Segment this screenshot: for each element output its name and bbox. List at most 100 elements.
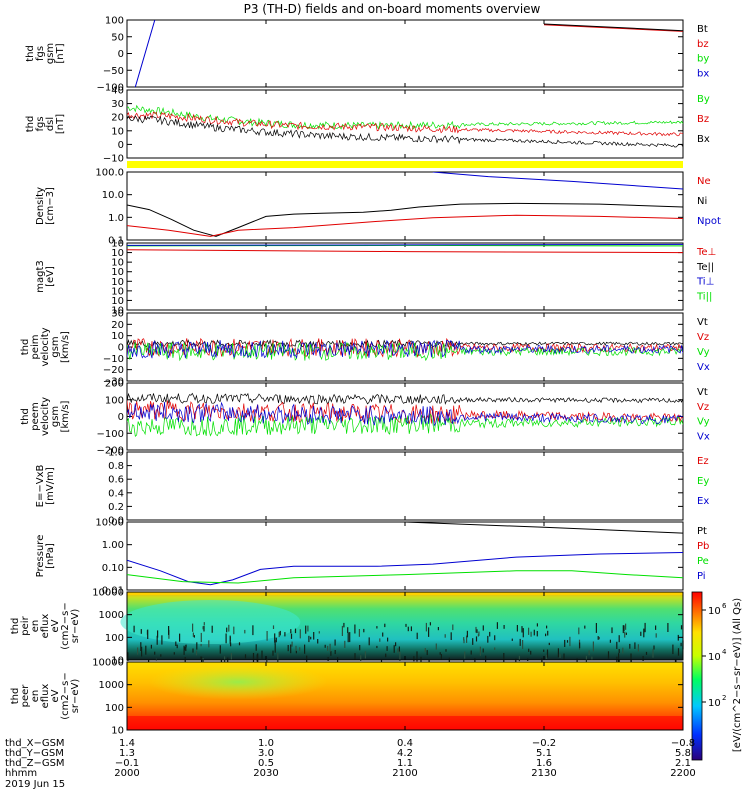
ephemeris-value: 1.6 (536, 758, 552, 769)
legend-entry: Ne (697, 176, 711, 187)
legend-entry: Pt (697, 526, 707, 537)
y-tick-label: 0 (118, 140, 124, 151)
colorbar-label: [eV/(cm^2−s−sr−eV)] (All Qs) (732, 598, 743, 752)
spectrogram-noise (518, 655, 520, 662)
spectrogram-noise (317, 639, 319, 644)
series-Pi (127, 552, 683, 586)
spectrogram-noise (475, 626, 477, 633)
y-tick-label: 0.4 (108, 488, 124, 499)
y-tick-label: 50 (111, 32, 124, 43)
spectrogram-noise (272, 625, 275, 629)
spectrogram-noise (428, 627, 430, 637)
spectrogram-noise (609, 639, 611, 643)
spectrogram-noise (208, 640, 210, 648)
spectrogram-noise (672, 644, 674, 655)
y-axis-label: gsm (45, 43, 56, 64)
spectrogram-noise (407, 626, 409, 632)
spectrogram-noise (274, 644, 276, 653)
panel-frame (126, 171, 684, 241)
spectrogram-noise (503, 625, 505, 629)
legend-entry: Bx (697, 134, 710, 145)
ephemeris-value: 1.0 (258, 738, 274, 749)
y-tick-label: 100 (105, 16, 124, 27)
spectrogram-noise (680, 642, 682, 647)
ephemeris-value: 1.3 (119, 748, 135, 759)
ephemeris-value: 1.1 (397, 758, 413, 769)
spectrogram-noise (195, 650, 198, 656)
legend-entry: Vt (697, 387, 708, 398)
spectrogram-noise (354, 624, 356, 634)
y-axis-label: eV (50, 689, 61, 702)
panel-frame (126, 19, 684, 88)
ephemeris-value: 5.1 (536, 748, 552, 759)
colorbar-tick-label: 10 (708, 652, 721, 663)
spectrogram-noise (521, 626, 523, 633)
spectrogram-noise (494, 647, 496, 650)
legend-entry: Pe (697, 556, 709, 567)
spectrogram-noise (173, 652, 175, 655)
y-tick-label: 0.2 (108, 502, 124, 513)
spectrogram-noise (435, 643, 437, 650)
spectrogram-noise (349, 632, 351, 643)
spectrogram-noise (329, 643, 331, 652)
spectrogram-noise (634, 642, 636, 649)
spectrogram-noise (616, 641, 618, 649)
spectrogram-noise (382, 632, 384, 637)
panel-frame (126, 451, 684, 521)
spectrogram-noise (252, 653, 255, 663)
spectrogram-noise (472, 638, 474, 645)
y-tick-label: 1.0 (108, 448, 124, 459)
legend-entry: Vz (697, 402, 709, 413)
y-tick-label: −100 (97, 429, 124, 440)
spectrogram-noise (625, 632, 627, 635)
y-tick-label: 100 (105, 703, 124, 714)
y-axis-label: sr−eV) (70, 609, 81, 644)
spectrogram-noise (364, 651, 366, 659)
y-tick-label: 0.1 (108, 236, 124, 247)
spectrogram-noise (363, 628, 365, 633)
spectrogram-noise (643, 628, 645, 638)
y-axis-label: [mV/m] (45, 467, 56, 505)
spectrogram-noise (318, 631, 320, 634)
colorbar-tick-exp: 2 (722, 694, 726, 702)
spectrogram-noise (327, 657, 329, 661)
spectrogram-noise (244, 654, 247, 659)
panel-fgs_dsl: 40 30 20 10 0 −10 thd fgs dsl [nT] By Bz Bx (25, 86, 710, 165)
spectrogram-noise (211, 625, 213, 633)
y-tick-label: 100 (105, 395, 124, 406)
spectrogram-noise (341, 625, 343, 634)
spectrogram-noise (308, 635, 310, 643)
spectrogram-noise (395, 642, 397, 647)
spectrogram-green-blob (148, 664, 329, 700)
spectrogram-noise (354, 653, 356, 661)
spectrogram-noise (327, 645, 329, 651)
spectrogram-noise (397, 648, 399, 653)
spectrogram-noise (476, 629, 478, 634)
colorbar-tick-exp: 4 (722, 648, 727, 656)
y-axis-label: peim (30, 334, 41, 359)
y-tick-label: 0 (118, 49, 124, 60)
y-axis-label: fgs (35, 116, 46, 131)
spectrogram-noise (563, 653, 565, 660)
spectrogram-noise (637, 644, 639, 652)
y-tick-label: 0.6 (108, 475, 124, 486)
spectrogram-noise (437, 627, 439, 631)
series-Vz (127, 337, 683, 358)
y-tick-label: 10 (111, 726, 124, 737)
spectrogram-noise (579, 642, 581, 649)
y-tick-label: 1.00 (102, 540, 124, 551)
spectrogram-noise (360, 655, 362, 661)
spectrogram-noise (179, 633, 181, 642)
colorbar-tick-exp: 6 (722, 602, 727, 610)
y-axis-label: eflux (40, 684, 51, 709)
spectrogram-noise (168, 626, 170, 635)
spectrogram-noise (304, 644, 306, 654)
spectrogram-noise (295, 650, 297, 654)
colorbar-tick-label: 10 (708, 606, 721, 617)
y-tick-label: 10 (111, 258, 124, 269)
legend-entry: Vy (697, 417, 710, 428)
y-axis-label: peer (20, 684, 31, 708)
y-axis-label: velocity (40, 397, 51, 436)
spectrogram-noise (598, 636, 600, 640)
spectrogram-noise (344, 640, 346, 648)
